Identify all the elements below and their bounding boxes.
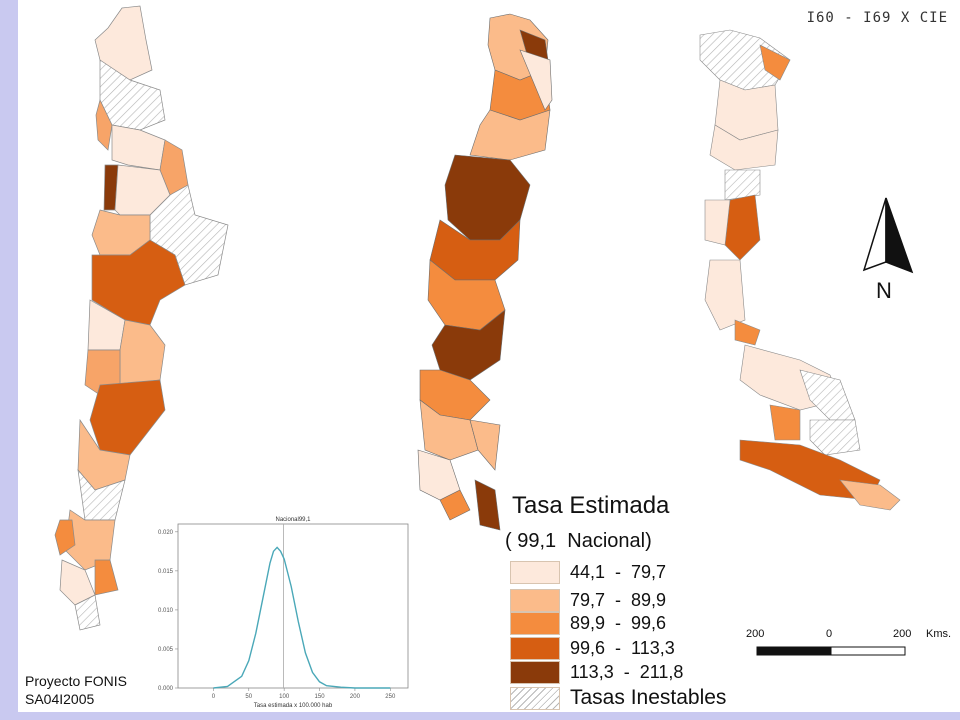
- legend-swatch-3: [510, 611, 560, 635]
- chart-ytick-label: 0.010: [158, 608, 174, 614]
- chart-xtick-label: 150: [315, 694, 326, 700]
- north-arrow-icon: [862, 197, 914, 274]
- legend-title: Tasa Estimada: [512, 492, 670, 519]
- legend-swatch-6: [510, 686, 560, 710]
- icd-code-label: I60 - I69 X CIE: [806, 10, 948, 26]
- legend-swatch-4: [510, 636, 560, 660]
- legend-national-rate: ( 99,1 Nacional): [505, 530, 652, 552]
- region-north-16: [77, 468, 126, 521]
- region-central-13: [439, 489, 471, 521]
- chart-xtick-label: 50: [245, 694, 252, 700]
- map-central: [417, 13, 553, 531]
- scale-bar: [756, 646, 906, 656]
- left-frame-bar: [0, 0, 18, 720]
- scale-label-unit: Kms.: [926, 628, 952, 640]
- chart-xtick-label: 250: [385, 694, 396, 700]
- chart-ytick-label: 0.020: [158, 530, 174, 536]
- region-north-4: [111, 124, 166, 171]
- legend-row-5: 113,3 - 211,8: [510, 660, 683, 684]
- legend-range-3: 89,9 - 99,6: [570, 612, 667, 633]
- region-north-12: [119, 319, 166, 386]
- map-south: [699, 29, 901, 511]
- region-south-6: [724, 194, 761, 261]
- region-central-8: [431, 309, 506, 381]
- region-north-3: [95, 98, 113, 151]
- legend-row-6: Tasas Inestables: [510, 686, 726, 710]
- region-north-10: [91, 239, 186, 326]
- scale-label-center: 0: [826, 628, 833, 640]
- region-central-15: [519, 49, 553, 111]
- region-north-14: [89, 379, 166, 456]
- chart-title: Nacional99,1: [275, 517, 311, 523]
- chart-ytick-label: 0.000: [158, 686, 174, 692]
- chart-xtick-label: 100: [279, 694, 290, 700]
- legend-range-6: Tasas Inestables: [570, 686, 727, 709]
- chart-series-line-1: [213, 546, 391, 689]
- chart-ytick-label: 0.015: [158, 569, 174, 575]
- region-south-2: [759, 44, 791, 81]
- region-north-18: [54, 519, 76, 556]
- legend-swatch-2: [510, 588, 560, 612]
- region-south-15: [839, 479, 901, 511]
- bottom-frame-bar: [0, 712, 960, 720]
- legend-row-1: 44,1 - 79,7: [510, 560, 666, 584]
- legend-range-2: 79,7 - 89,9: [570, 589, 667, 610]
- chart-plot-area: [177, 523, 409, 689]
- legend-row-4: 99,6 - 113,3: [510, 636, 675, 660]
- legend-range-4: 99,6 - 113,3: [570, 637, 675, 658]
- region-central-4: [469, 109, 551, 161]
- project-line-1: Proyecto FONIS: [25, 673, 127, 689]
- legend-swatch-5: [510, 660, 560, 684]
- region-central-14: [474, 479, 501, 531]
- legend-swatch-1: [510, 560, 560, 584]
- legend-row-2: 79,7 - 89,9: [510, 588, 666, 612]
- legend-row-3: 89,9 - 99,6: [510, 611, 666, 635]
- density-chart-svg: Nacional99,1 0.000 0.005 0.010 0.015 0.020 0 50…: [148, 512, 412, 710]
- chart-xlabel: Tasa estimada x 100.000 hab: [254, 703, 333, 709]
- region-south-4: [709, 124, 779, 171]
- project-label: Proyecto FONIS SA04I2005: [25, 672, 127, 708]
- region-north-21: [74, 594, 101, 631]
- region-south-8: [704, 259, 746, 331]
- project-line-2: SA04I2005: [25, 691, 95, 707]
- map-north: [54, 5, 229, 631]
- scale-label-left: 200: [746, 628, 765, 640]
- region-north-20: [94, 559, 119, 596]
- legend-range-1: 44,1 - 79,7: [570, 561, 667, 582]
- region-south-12: [769, 404, 801, 441]
- north-label: N: [876, 278, 892, 303]
- region-south-11: [799, 369, 856, 421]
- density-chart: Nacional99,1 0.000 0.005 0.010 0.015 0.020 0 50…: [148, 512, 412, 710]
- region-south-5: [724, 169, 761, 201]
- legend-range-5: 113,3 - 211,8: [570, 661, 684, 682]
- region-south-13: [809, 419, 861, 456]
- region-south-9: [734, 319, 761, 346]
- scale-label-right: 200: [893, 628, 912, 640]
- region-central-12: [469, 419, 501, 471]
- chart-ytick-label: 0.005: [158, 647, 174, 653]
- chart-xtick-label: 0: [212, 694, 216, 700]
- chart-xtick-label: 200: [350, 694, 361, 700]
- region-south-7: [704, 199, 731, 246]
